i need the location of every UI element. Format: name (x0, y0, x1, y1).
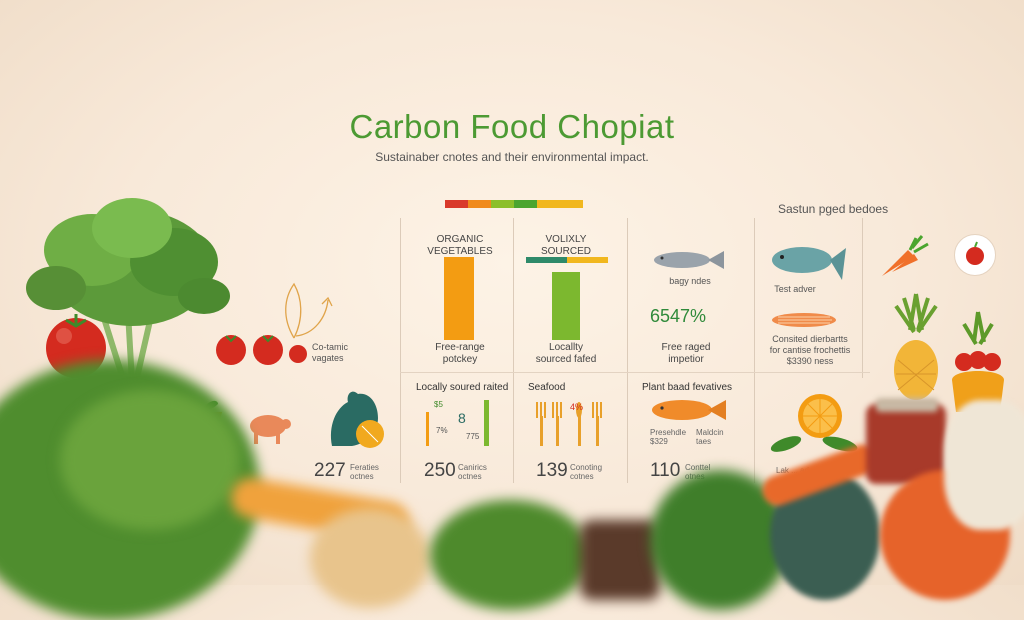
jar-lid (876, 398, 938, 412)
local-heading: VOLIXLY SOURCED (540, 234, 591, 257)
col4-left-note: Presehdle $329 (650, 428, 687, 446)
organic-caption: Free-range potckey (435, 342, 485, 365)
salmon-label: Test adver (774, 284, 816, 294)
col3-note: Conoting cotnes (570, 463, 603, 481)
col2-mini: 7% (436, 426, 448, 435)
bell-pepper-icon (952, 311, 1004, 412)
col2-note: Canirics octnes (458, 463, 487, 481)
foreground-greens (60, 390, 240, 530)
col2-heading: Locally soured raited (416, 382, 509, 393)
right-section-label: Sastun pged bedoes (778, 202, 889, 216)
fork-icon (536, 402, 602, 446)
divider (754, 218, 755, 483)
col4-heading: Plant baad fevatives (642, 382, 733, 393)
col4-right-note: Maldcin taes (696, 428, 724, 446)
divider (400, 218, 401, 483)
col1-note: Feraties octnes (350, 463, 379, 481)
cotamic-label: Co-tamic vagates (312, 342, 349, 363)
col2-mini: 775 (466, 432, 480, 441)
sprout-arrows-icon (285, 282, 333, 339)
col2-bar (426, 412, 429, 446)
orange-icon (798, 394, 842, 438)
salmon-icon (772, 313, 836, 327)
pineapple-icon (894, 293, 938, 400)
apple-badge (954, 234, 996, 276)
page-subtitle: Sustainaber cnotes and their environment… (375, 150, 649, 164)
organic-heading: ORGANIC VEGETABLES (427, 234, 493, 257)
fish-icon (654, 251, 724, 269)
lettuce-icon (26, 198, 230, 383)
impact-gradient-bar (445, 200, 583, 208)
col4-number: 110 (650, 460, 681, 481)
divider (862, 218, 863, 378)
local-gradient-bar (526, 257, 608, 263)
col2-bar (484, 400, 489, 446)
page-title: Carbon Food Chopiat (349, 108, 675, 145)
local-caption: Locallty sourced fafed (535, 342, 597, 365)
divider (627, 218, 628, 483)
rooster-icon (330, 391, 384, 448)
divider (400, 372, 870, 373)
fish-icon (772, 247, 846, 280)
organic-bar (444, 257, 474, 340)
col2-mini: 8 (458, 410, 466, 426)
foreground-greens (430, 500, 590, 610)
salmon-icon (652, 400, 726, 420)
col2-mini: $5 (434, 400, 443, 409)
col2-number: 250 (424, 460, 456, 481)
foreground-bag (944, 400, 1024, 530)
col3-heading: Seafood (528, 382, 566, 393)
foreground-potato (310, 508, 430, 608)
fish-caption: Free raged impetior (661, 342, 711, 365)
tomato-icon (216, 335, 307, 365)
col3-mini: 4% (570, 402, 584, 412)
col1-number: 227 (314, 460, 346, 481)
local-bar (552, 272, 580, 340)
fish-percent: 6547% (650, 306, 707, 326)
carrot-icon (882, 235, 929, 276)
divider (513, 218, 514, 483)
salmon-caption: Consited dierbartts for cantise frochetti… (769, 334, 851, 366)
fish-small-label: bagy ndes (669, 276, 711, 286)
pig-icon (250, 415, 291, 444)
col3-number: 139 (536, 460, 568, 481)
foreground-jar (580, 520, 660, 600)
